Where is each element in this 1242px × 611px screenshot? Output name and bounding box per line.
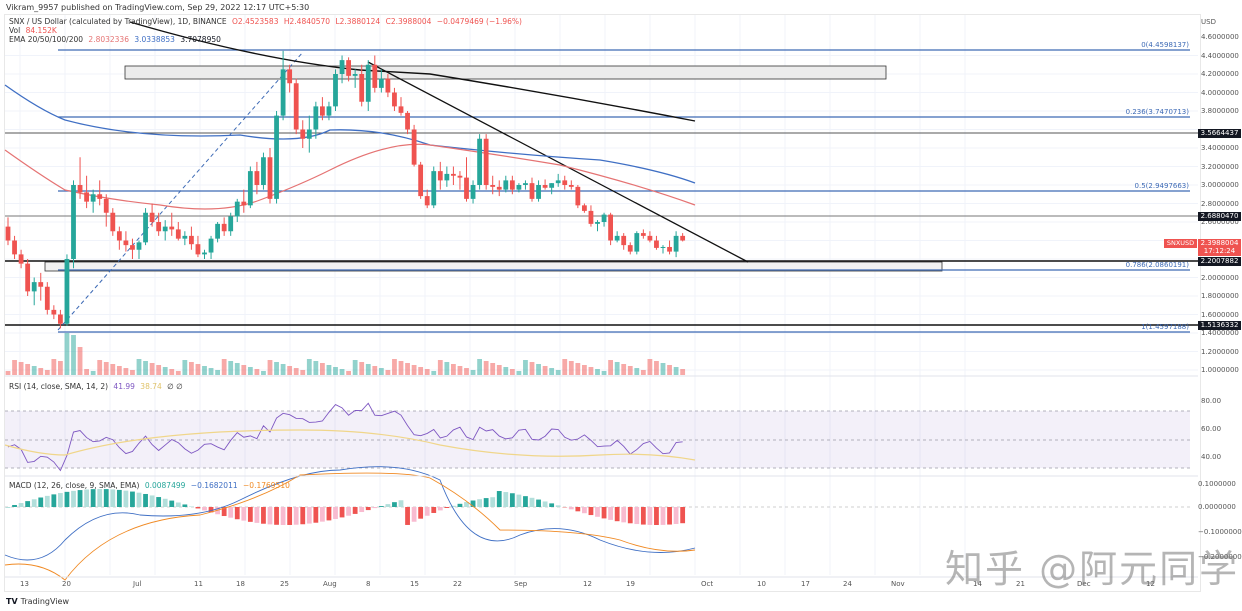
ema-legend: EMA 20/50/100/200 2.8032336 3.0338853 3.… bbox=[9, 35, 221, 44]
price-tick: 2.6000000 bbox=[1201, 218, 1239, 226]
time-tick: Sep bbox=[514, 580, 528, 588]
macd-tick: 0.1000000 bbox=[1198, 480, 1236, 488]
published-info: Vikram_9957 published on TradingView.com… bbox=[6, 3, 310, 12]
fib-level-label: 0.5(2.9497663) bbox=[1134, 182, 1189, 190]
tradingview-logo[interactable]: TV TradingView bbox=[6, 597, 69, 606]
price-tick: 1.2000000 bbox=[1201, 347, 1239, 356]
high-value: H2.4840570 bbox=[283, 17, 331, 26]
price-tick: 4.4000000 bbox=[1201, 51, 1239, 60]
price-tick: 1.4000000 bbox=[1201, 329, 1239, 337]
rsi-tick: 40.00 bbox=[1201, 453, 1222, 461]
macd-legend: MACD (12, 26, close, 9, SMA, EMA) 0.0087… bbox=[9, 481, 290, 490]
symbol-title: SNX / US Dollar (calculated by TradingVi… bbox=[9, 17, 227, 26]
time-tick: 19 bbox=[626, 580, 635, 588]
volume-value: 84.152K bbox=[25, 26, 57, 35]
time-tick: 8 bbox=[366, 580, 371, 588]
time-tick: 15 bbox=[410, 580, 419, 588]
symbol-legend: SNX / US Dollar (calculated by TradingVi… bbox=[9, 17, 525, 26]
time-tick: Nov bbox=[891, 580, 905, 588]
price-tick: 1.8000000 bbox=[1201, 292, 1239, 300]
time-tick: 25 bbox=[280, 580, 289, 588]
time-tick: 10 bbox=[757, 580, 766, 588]
time-tick: 12 bbox=[1146, 580, 1155, 588]
level-price-tag: 2.6880470 bbox=[1198, 212, 1241, 221]
price-tick: 4.2000000 bbox=[1201, 70, 1239, 78]
price-tick: 1.6000000 bbox=[1201, 310, 1239, 319]
time-tick: 14 bbox=[973, 580, 982, 588]
time-tick: 17 bbox=[801, 580, 810, 588]
level-price-tag: 3.5664437 bbox=[1198, 129, 1241, 138]
price-tick: 4.6000000 bbox=[1201, 33, 1239, 41]
macd-tick: 0.0000000 bbox=[1198, 503, 1236, 511]
macd-hist-value: 0.0087499 bbox=[144, 481, 186, 490]
time-tick: 12 bbox=[583, 580, 592, 588]
fib-level-label: 0.236(3.7470713) bbox=[1125, 108, 1189, 116]
time-tick: Jul bbox=[133, 580, 142, 588]
level-price-tag: 1.5136332 bbox=[1198, 321, 1241, 330]
time-tick: 18 bbox=[236, 580, 245, 588]
current-price-tag: 2.3988004 17:12:24 bbox=[1198, 239, 1241, 256]
rsi-tick: 60.00 bbox=[1201, 425, 1222, 433]
macd-tick: −0.2000000 bbox=[1198, 553, 1242, 561]
tv-logo-icon: TV bbox=[6, 597, 18, 606]
chart-frame bbox=[4, 14, 1201, 592]
ema50-value: 3.0338853 bbox=[134, 35, 175, 44]
price-tick: 3.8000000 bbox=[1201, 107, 1239, 115]
change-value: −0.0479469 (−1.96%) bbox=[436, 17, 522, 26]
low-value: L2.3880124 bbox=[335, 17, 381, 26]
currency-label: USD bbox=[1201, 18, 1216, 26]
ema200-value: 3.7078950 bbox=[180, 35, 221, 44]
price-tick: 1.0000000 bbox=[1201, 366, 1239, 374]
rsi-tick: 80.00 bbox=[1201, 397, 1222, 405]
volume-legend: Vol 84.152K bbox=[9, 26, 57, 35]
ema20-value: 2.8032336 bbox=[88, 35, 129, 44]
fib-level-label: 0(4.4598137) bbox=[1141, 41, 1189, 49]
symbol-tag: SNXUSD bbox=[1164, 239, 1197, 248]
macd-value: −0.1682011 bbox=[190, 481, 238, 490]
price-tick: 3.2000000 bbox=[1201, 162, 1239, 171]
fib-level-label: 0.786(2.0860191) bbox=[1125, 261, 1189, 269]
rsi-legend: RSI (14, close, SMA, 14, 2) 41.99 38.74 … bbox=[9, 382, 183, 391]
time-tick: 24 bbox=[843, 580, 852, 588]
macd-tick: −0.1000000 bbox=[1198, 528, 1242, 536]
time-tick: 13 bbox=[20, 580, 29, 588]
price-tick: 3.4000000 bbox=[1201, 144, 1239, 152]
price-tick: 3.0000000 bbox=[1201, 181, 1239, 189]
signal-value: −0.1769510 bbox=[243, 481, 290, 490]
fib-level-label: 1(1.4597188) bbox=[1141, 323, 1189, 331]
open-value: O2.4523583 bbox=[232, 17, 279, 26]
time-tick: 20 bbox=[62, 580, 71, 588]
price-tick: 2.8000000 bbox=[1201, 199, 1239, 208]
time-tick: 21 bbox=[1016, 580, 1025, 588]
time-tick: 11 bbox=[194, 580, 203, 588]
price-tick: 2.0000000 bbox=[1201, 273, 1239, 282]
time-tick: 22 bbox=[453, 580, 462, 588]
time-tick: Dec bbox=[1077, 580, 1091, 588]
level-price-tag: 2.2007882 bbox=[1198, 257, 1241, 266]
rsi-sma-value: 38.74 bbox=[140, 382, 162, 391]
price-tick: 4.0000000 bbox=[1201, 88, 1239, 97]
time-tick: Aug bbox=[323, 580, 337, 588]
rsi-value: 41.99 bbox=[113, 382, 135, 391]
watermark: 知乎 @阿元同学 bbox=[945, 547, 1240, 591]
time-tick: Oct bbox=[701, 580, 714, 588]
close-value: C2.3988004 bbox=[385, 17, 432, 26]
